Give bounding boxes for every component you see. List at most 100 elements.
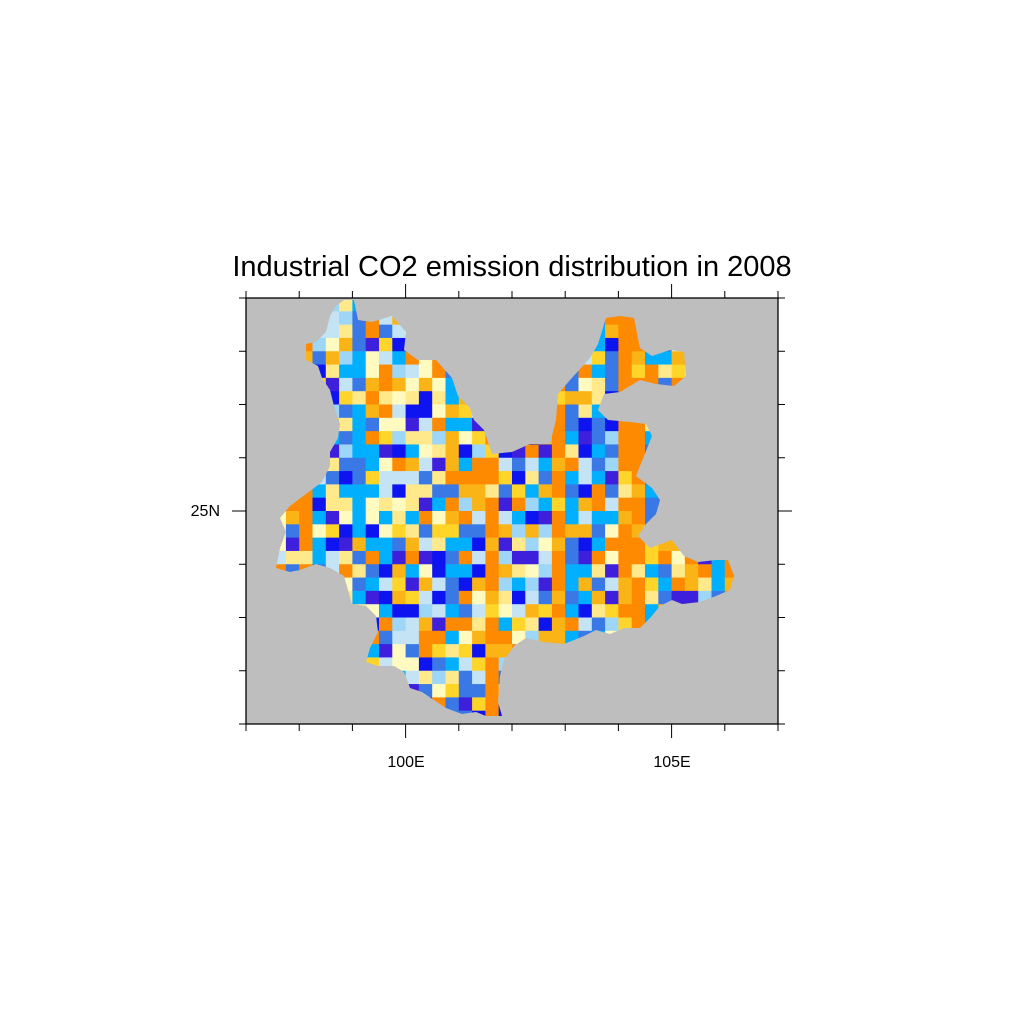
grid-cell: [605, 590, 619, 605]
grid-cell: [445, 630, 460, 645]
grid-cell: [578, 404, 593, 419]
grid-cell: [432, 484, 447, 499]
grid-cell: [432, 377, 447, 392]
grid-cell: [418, 630, 433, 645]
grid-cell: [498, 471, 513, 485]
grid-cell: [352, 457, 367, 472]
grid-cell: [605, 617, 619, 632]
grid-cell: [392, 484, 407, 499]
grid-cell: [512, 471, 526, 485]
grid-cell: [618, 471, 633, 485]
grid-cell: [445, 564, 460, 579]
grid-cell: [538, 630, 553, 645]
grid-cell: [538, 537, 553, 552]
grid-cell: [458, 590, 473, 605]
grid-cell: [618, 550, 633, 565]
grid-cell: [631, 537, 646, 552]
grid-cell: [591, 590, 606, 605]
grid-cell: [525, 604, 540, 619]
grid-cell: [458, 550, 473, 565]
grid-cell: [432, 630, 447, 645]
grid-cell: [418, 484, 433, 499]
grid-cell: [418, 550, 433, 565]
grid-cell: [618, 444, 633, 459]
grid-cell: [711, 577, 726, 592]
grid-cell: [445, 484, 460, 499]
grid-cell: [405, 644, 420, 659]
grid-cell: [312, 511, 327, 525]
grid-cell: [352, 391, 367, 406]
grid-cell: [352, 471, 367, 485]
grid-cell: [671, 564, 686, 579]
grid-cell: [432, 537, 447, 552]
grid-cell: [325, 537, 340, 552]
grid-cell: [525, 524, 540, 539]
grid-cell: [379, 550, 393, 565]
grid-cell: [578, 537, 593, 552]
grid-cell: [325, 497, 340, 512]
grid-cell: [551, 497, 566, 512]
grid-cell: [418, 617, 433, 632]
grid-cell: [352, 417, 367, 432]
grid-cell: [605, 471, 619, 485]
grid-cell: [379, 404, 393, 419]
grid-cell: [631, 484, 646, 499]
grid-cell: [392, 497, 407, 512]
grid-cell: [631, 564, 646, 579]
grid-cell: [392, 630, 407, 645]
grid-cell: [525, 564, 540, 579]
grid-cell: [418, 657, 433, 672]
grid-cell: [512, 590, 526, 605]
grid-cell: [432, 550, 447, 565]
grid-cell: [591, 577, 606, 592]
grid-cell: [432, 391, 447, 406]
grid-cell: [432, 524, 447, 539]
grid-cell: [605, 537, 619, 552]
grid-cell: [618, 604, 633, 619]
grid-cell: [565, 564, 580, 579]
grid-cell: [591, 417, 606, 432]
grid-cell: [645, 577, 659, 592]
grid-cell: [352, 511, 367, 525]
grid-cell: [379, 644, 393, 659]
grid-cell: [698, 564, 713, 579]
grid-cell: [605, 564, 619, 579]
grid-cell: [578, 364, 593, 379]
grid-cell: [485, 457, 500, 472]
grid-cell: [365, 444, 380, 459]
grid-cell: [458, 697, 473, 712]
grid-cell: [325, 524, 340, 539]
grid-cell: [512, 604, 526, 619]
grid-cell: [591, 364, 606, 379]
grid-cell: [432, 684, 447, 698]
grid-cell: [565, 457, 580, 472]
grid-cell: [551, 590, 566, 605]
grid-cell: [458, 684, 473, 698]
grid-cell: [352, 524, 367, 539]
grid-cell: [458, 444, 473, 459]
grid-cell: [565, 524, 580, 539]
grid-cell: [379, 577, 393, 592]
grid-cell: [551, 577, 566, 592]
grid-cell: [565, 511, 580, 525]
grid-cell: [671, 364, 686, 379]
grid-cell: [512, 524, 526, 539]
grid-cell: [392, 364, 407, 379]
grid-cell: [405, 604, 420, 619]
grid-cell: [472, 590, 486, 605]
grid-cell: [498, 564, 513, 579]
grid-cell: [472, 497, 486, 512]
grid-cell: [605, 377, 619, 392]
grid-cell: [565, 404, 580, 419]
grid-cell: [538, 457, 553, 472]
grid-cell: [379, 471, 393, 485]
grid-cell: [551, 431, 566, 446]
grid-cell: [658, 364, 673, 379]
grid-cell: [605, 324, 619, 339]
grid-cell: [432, 511, 447, 525]
grid-cell: [458, 524, 473, 539]
grid-cell: [605, 364, 619, 379]
grid-cell: [392, 431, 407, 446]
grid-cell: [445, 604, 460, 619]
grid-cell: [631, 431, 646, 446]
